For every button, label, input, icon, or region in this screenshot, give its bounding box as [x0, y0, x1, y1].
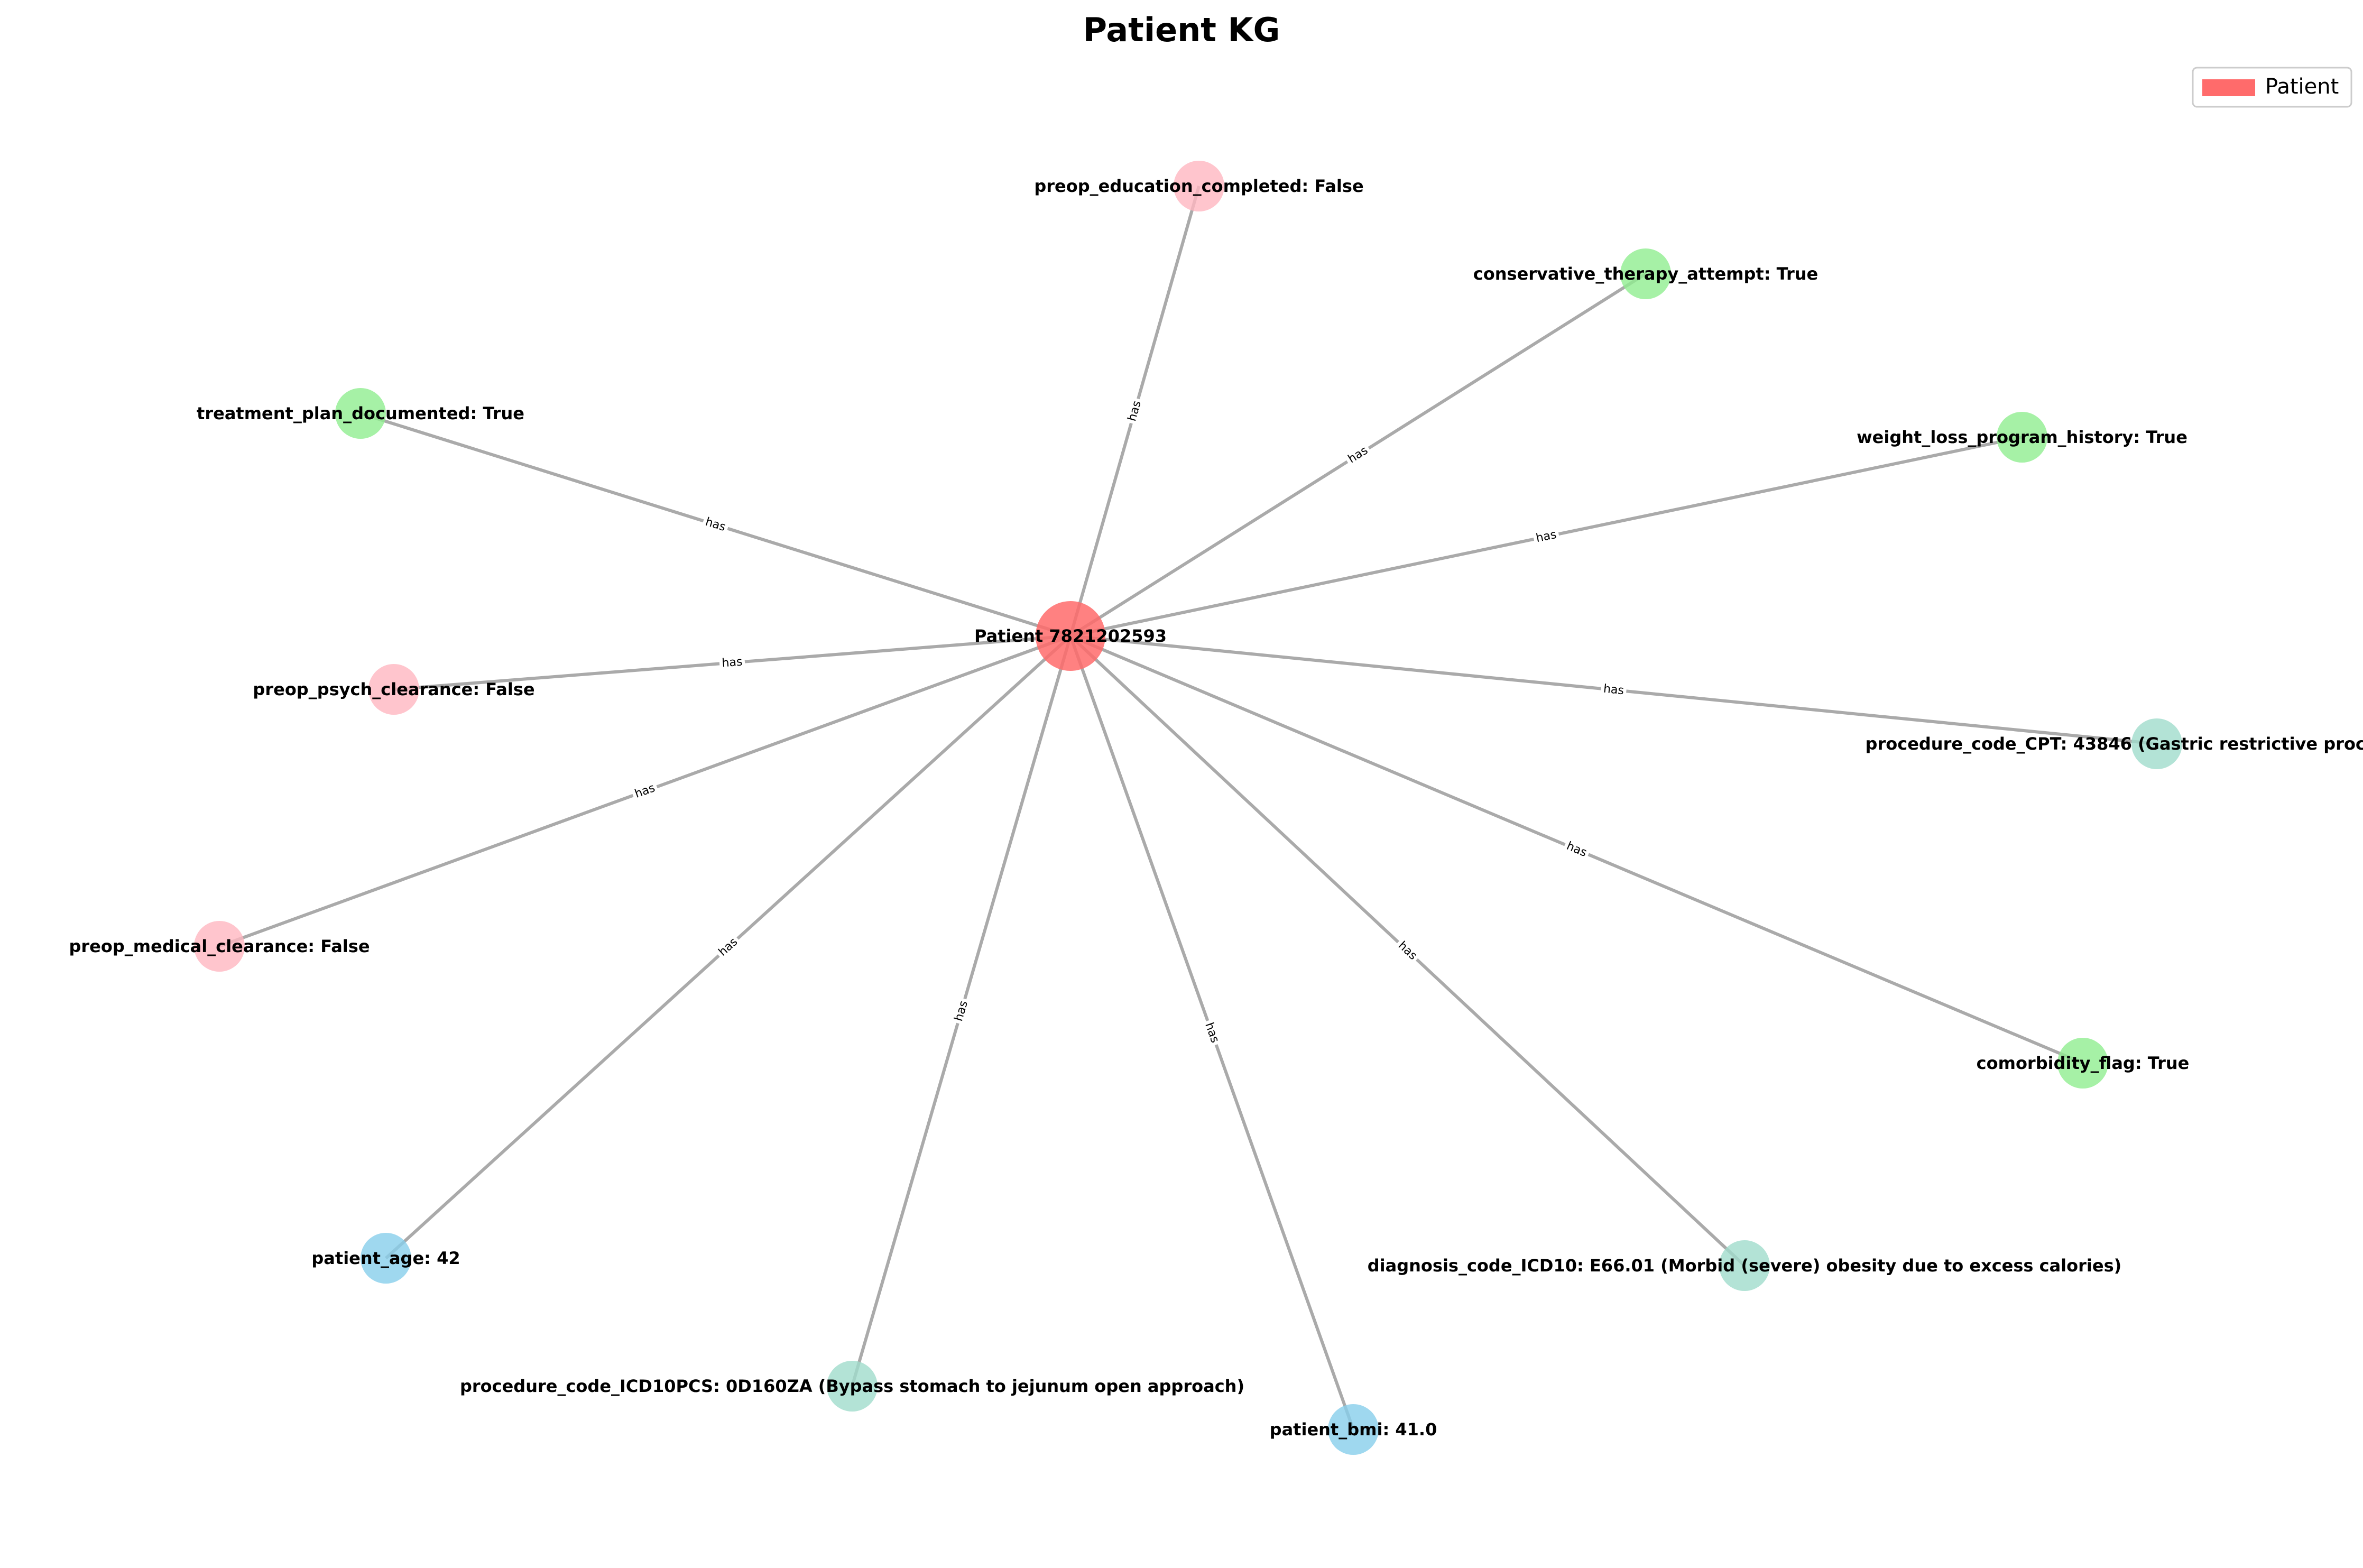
edge-label-treatment_plan: has: [704, 515, 727, 534]
node-patient-center[interactable]: [1036, 601, 1105, 671]
node-label-patient_age: patient_age: 42: [311, 1248, 460, 1268]
nodes-layer: [194, 161, 2182, 1455]
edge-label-procedure_cpt: has: [1603, 682, 1624, 698]
edge-label-bg: [1562, 838, 1591, 861]
node-conservative_therapy[interactable]: [1620, 248, 1671, 299]
legend-patient-label: Patient: [2265, 75, 2339, 99]
legend: Patient: [2192, 67, 2352, 108]
graph-title: Patient KG: [1083, 11, 1280, 49]
edge-label-bg: [1343, 442, 1373, 468]
edge-label-bg: [1393, 937, 1422, 965]
edge-label-weight_loss: has: [1535, 528, 1557, 545]
edge-label-bg: [714, 933, 743, 961]
node-label-conservative_therapy: conservative_therapy_attempt: True: [1473, 264, 1818, 284]
edge-label-bg: [951, 997, 972, 1026]
edge-label-bg: [701, 514, 730, 536]
edge-label-bg: [1600, 681, 1627, 698]
edge-label-procedure_icd10pcs: has: [952, 999, 971, 1022]
node-preop_psych[interactable]: [368, 664, 419, 715]
node-patient_age[interactable]: [361, 1233, 411, 1284]
node-label-preop_psych: preop_psych_clearance: False: [253, 679, 534, 699]
node-label-patient-center: Patient 7821202593: [974, 626, 1167, 646]
node-procedure_cpt[interactable]: [2131, 718, 2182, 769]
node-label-comorbidity: comorbidity_flag: True: [1977, 1053, 2190, 1073]
node-label-patient_bmi: patient_bmi: 41.0: [1270, 1419, 1437, 1440]
edge-label-bg: [1124, 396, 1145, 426]
node-diagnosis_icd10[interactable]: [1719, 1240, 1770, 1291]
node-treatment_plan[interactable]: [335, 388, 386, 439]
legend-patient-swatch: [2202, 79, 2255, 96]
node-preop_medical[interactable]: [194, 921, 245, 972]
node-comorbidity[interactable]: [2057, 1038, 2108, 1089]
edge-label-bg: [1201, 1018, 1223, 1047]
node-weight_loss[interactable]: [1997, 412, 2047, 463]
node-procedure_icd10pcs[interactable]: [827, 1361, 878, 1412]
edge-label-bg: [631, 780, 659, 802]
node-label-procedure_icd10pcs: procedure_code_ICD10PCS: 0D160ZA (Bypass…: [460, 1376, 1244, 1396]
node-label-treatment_plan: treatment_plan_documented: True: [197, 403, 524, 423]
edge-label-bg: [1532, 527, 1561, 546]
node-patient_bmi[interactable]: [1328, 1404, 1379, 1455]
labels-layer: preop_education_completed: False conserva…: [69, 176, 2363, 1440]
node-label-preop_medical: preop_medical_clearance: False: [69, 936, 370, 956]
edge-label-preop_medical: has: [633, 781, 657, 801]
node-label-diagnosis_icd10: diagnosis_code_ICD10: E66.01 (Morbid (se…: [1368, 1256, 2122, 1276]
node-label-weight_loss: weight_loss_program_history: True: [1857, 427, 2187, 447]
legend-box: [2192, 67, 2352, 108]
edge-label-bg: [719, 654, 745, 671]
node-label-procedure_cpt: procedure_code_CPT: 43846 (Gastric restr…: [1866, 734, 2363, 754]
edge-label-preop_education: has: [1125, 399, 1144, 422]
edge-label-preop_psych: has: [722, 656, 743, 670]
node-label-preop_education: preop_education_completed: False: [1034, 176, 1363, 196]
edge-label-patient_bmi: has: [1202, 1021, 1222, 1045]
node-preop_education[interactable]: [1174, 161, 1224, 211]
